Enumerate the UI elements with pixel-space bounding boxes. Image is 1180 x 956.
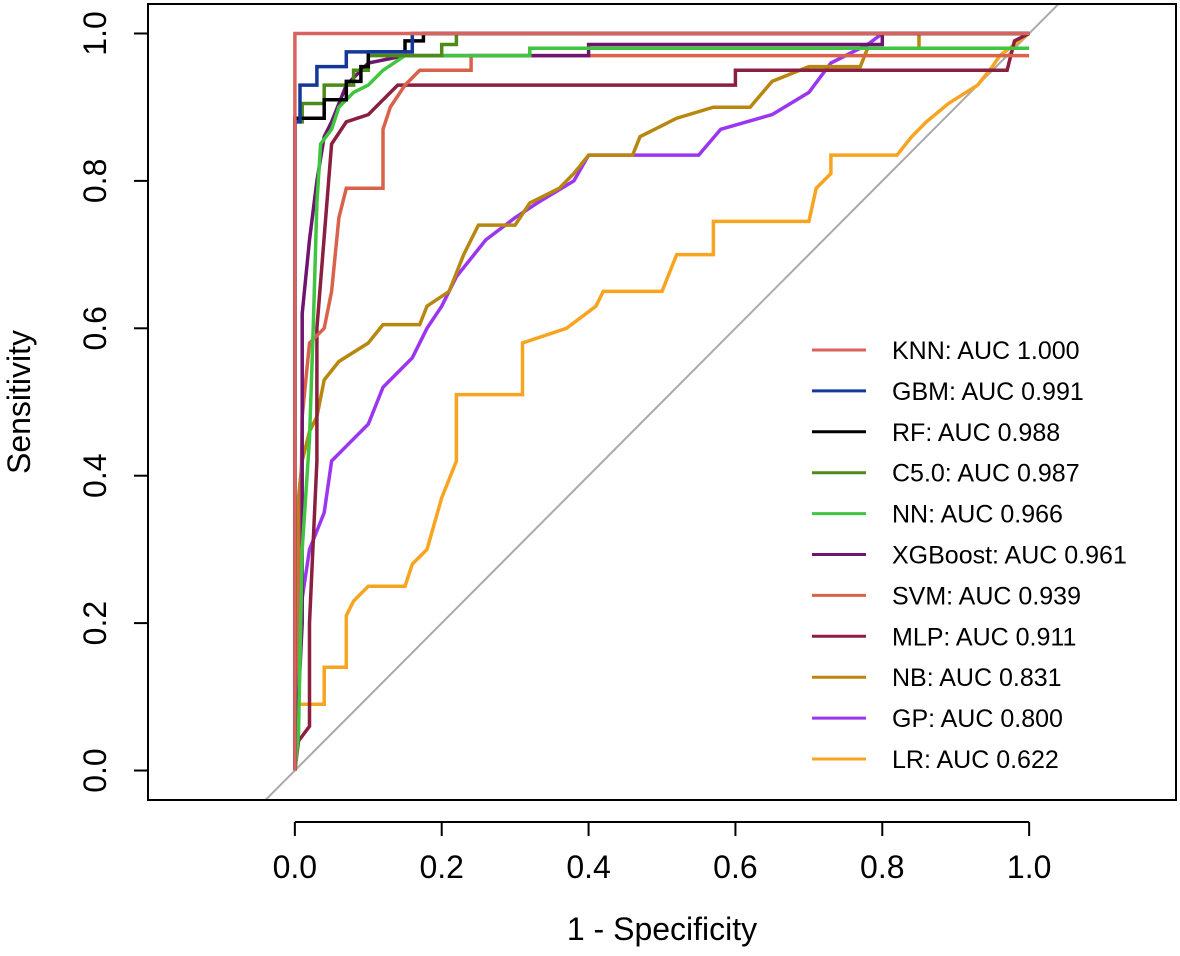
reference-diagonal-layer [264, 4, 1060, 800]
roc-curve-rf [293, 31, 1030, 771]
x-tick-label: 0.2 [419, 849, 463, 885]
roc-curve-lr [293, 32, 1031, 771]
legend-label: MLP: AUC 0.911 [892, 623, 1076, 651]
roc-curve-knn [293, 31, 1030, 771]
legend-label: NB: AUC 0.831 [892, 664, 1062, 692]
y-tick-label: 0.6 [77, 306, 113, 350]
x-tick-label: 0.6 [713, 849, 757, 885]
x-axis-title: 1 - Specificity [567, 911, 757, 947]
x-tick-label: 0.4 [566, 849, 610, 885]
y-tick-label: 0.8 [77, 159, 113, 203]
roc-curve-c5-0 [293, 31, 1030, 771]
y-axis-title: Sensitivity [1, 330, 37, 474]
roc-curve-nb [293, 31, 1030, 771]
chance-diagonal-line [264, 4, 1060, 800]
legend-label: KNN: AUC 1.000 [892, 337, 1080, 365]
roc-curve-gbm [293, 31, 1030, 771]
y-tick-label: 0.4 [77, 453, 113, 497]
legend-label: GP: AUC 0.800 [892, 705, 1063, 733]
roc-curve-gp [293, 31, 1030, 771]
legend-label: GBM: AUC 0.991 [892, 378, 1084, 406]
legend-label: C5.0: AUC 0.987 [892, 460, 1080, 488]
roc-curve-nn [293, 46, 1030, 771]
legend-label: SVM: AUC 0.939 [892, 582, 1081, 610]
legend: KNN: AUC 1.000 GBM: AUC 0.991 RF: AUC 0.98… [812, 337, 1127, 774]
roc-curve-mlp [293, 31, 1030, 771]
roc-curve-svm [293, 53, 1030, 771]
y-tick-label: 1.0 [77, 11, 113, 55]
x-tick-label: 0.0 [273, 849, 317, 885]
y-tick-label: 0.0 [77, 748, 113, 792]
x-axis: 0.0 0.2 0.4 0.6 0.8 1.0 [273, 821, 1051, 885]
legend-label: NN: AUC 0.966 [892, 501, 1063, 529]
legend-label: RF: AUC 0.988 [892, 419, 1060, 447]
x-tick-label: 1.0 [1007, 849, 1051, 885]
roc-curves [293, 31, 1031, 771]
y-axis: 0.0 0.2 0.4 0.6 0.8 1.0 [77, 11, 149, 793]
legend-label: LR: AUC 0.622 [892, 746, 1059, 774]
y-tick-label: 0.2 [77, 601, 113, 645]
x-tick-label: 0.8 [860, 849, 904, 885]
legend-label: XGBoost: AUC 0.961 [892, 542, 1127, 570]
